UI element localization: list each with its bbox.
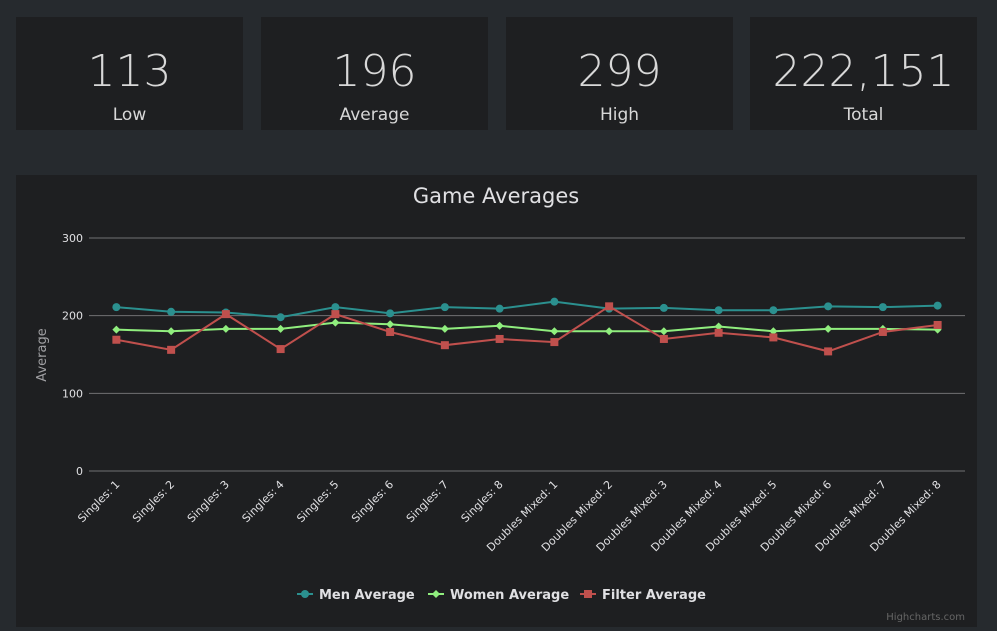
data-point-filter-average[interactable] xyxy=(167,345,176,354)
data-point-filter-average[interactable] xyxy=(878,327,887,336)
game-averages-chart: Game Averages Average 0 100 200 300 Singles… xyxy=(35,184,965,623)
data-point-men-average[interactable] xyxy=(440,303,449,312)
data-point-filter-average[interactable] xyxy=(331,310,340,319)
legend-symbol[interactable] xyxy=(584,590,592,598)
data-point-filter-average[interactable] xyxy=(605,302,614,311)
data-point-filter-average[interactable] xyxy=(933,320,942,329)
data-point-filter-average[interactable] xyxy=(112,335,121,344)
data-point-women-average[interactable] xyxy=(714,322,723,331)
data-point-men-average[interactable] xyxy=(112,303,121,312)
x-axis-ticks: Singles: 1 Singles: 2 Singles: 3 Singles: 4… xyxy=(75,478,943,554)
data-point-filter-average[interactable] xyxy=(659,334,668,343)
data-point-women-average[interactable] xyxy=(386,320,395,329)
data-point-men-average[interactable] xyxy=(769,306,778,315)
stat-value: 196 xyxy=(332,46,417,97)
data-point-filter-average[interactable] xyxy=(714,328,723,337)
stat-card-high: 299 High xyxy=(506,17,733,130)
data-point-filter-average[interactable] xyxy=(495,334,504,343)
stat-label: Average xyxy=(339,105,410,125)
series xyxy=(112,297,942,356)
legend-label: Men Average xyxy=(319,588,415,603)
chart-title: Game Averages xyxy=(413,184,579,208)
stat-card-low: 113 Low xyxy=(16,17,243,130)
data-point-filter-average[interactable] xyxy=(440,341,449,350)
data-point-men-average[interactable] xyxy=(550,297,559,306)
data-point-filter-average[interactable] xyxy=(386,327,395,336)
legend-label: Filter Average xyxy=(602,588,706,603)
x-tick-label: Singles: 7 xyxy=(404,478,451,525)
data-point-men-average[interactable] xyxy=(824,302,833,311)
x-tick-label: Singles: 4 xyxy=(240,478,287,525)
data-point-filter-average[interactable] xyxy=(550,338,559,347)
series-line-women-average[interactable] xyxy=(116,321,938,333)
data-point-women-average[interactable] xyxy=(550,327,559,336)
data-point-men-average[interactable] xyxy=(714,306,723,315)
y-tick-label: 300 xyxy=(62,232,83,245)
x-tick-label: Singles: 5 xyxy=(294,478,341,525)
data-point-filter-average[interactable] xyxy=(276,345,285,354)
data-point-filter-average[interactable] xyxy=(769,333,778,342)
y-tick-label: 200 xyxy=(62,310,83,323)
y-axis-ticks: 0 100 200 300 xyxy=(62,232,83,478)
stat-value: 222,151 xyxy=(772,46,955,97)
stat-card-average: 196 Average xyxy=(261,17,488,130)
x-tick-label: Singles: 6 xyxy=(349,478,396,525)
x-tick-label: Singles: 8 xyxy=(459,478,506,525)
data-point-filter-average[interactable] xyxy=(221,310,230,319)
legend-symbol[interactable] xyxy=(432,590,440,598)
data-point-women-average[interactable] xyxy=(495,321,504,330)
stats-row: 113 Low 196 Average 299 High 222,151 Tot… xyxy=(16,17,977,130)
chart-credit: Highcharts.com xyxy=(886,612,965,623)
data-point-women-average[interactable] xyxy=(112,325,121,334)
stat-label: High xyxy=(599,105,640,125)
series-line-filter-average[interactable] xyxy=(116,305,938,353)
data-point-women-average[interactable] xyxy=(167,327,176,336)
data-point-women-average[interactable] xyxy=(824,324,833,333)
series-men-average xyxy=(112,297,942,322)
stat-value: 113 xyxy=(87,46,172,97)
legend-label: Women Average xyxy=(450,588,569,603)
data-point-women-average[interactable] xyxy=(221,324,230,333)
legend: Men Average Women Average Filter Average xyxy=(297,588,706,603)
data-point-men-average[interactable] xyxy=(495,304,504,313)
series-filter-average xyxy=(112,302,942,356)
data-point-men-average[interactable] xyxy=(659,303,668,312)
gridlines xyxy=(89,237,965,472)
data-point-men-average[interactable] xyxy=(167,307,176,316)
stat-label: Low xyxy=(112,105,147,125)
data-point-men-average[interactable] xyxy=(933,301,942,310)
legend-symbol[interactable] xyxy=(301,590,309,598)
data-point-women-average[interactable] xyxy=(769,327,778,336)
chart-panel: Game Averages Average 0 100 200 300 Singles… xyxy=(16,175,977,627)
y-axis-title: Average xyxy=(35,328,50,381)
stat-label: Total xyxy=(843,105,884,125)
x-tick-label: Singles: 2 xyxy=(130,478,177,525)
stat-value: 299 xyxy=(577,46,662,97)
data-point-men-average[interactable] xyxy=(878,303,887,312)
data-point-filter-average[interactable] xyxy=(824,347,833,356)
y-tick-label: 0 xyxy=(76,465,83,478)
data-point-men-average[interactable] xyxy=(276,313,285,322)
y-tick-label: 100 xyxy=(62,387,83,400)
data-point-women-average[interactable] xyxy=(331,318,340,327)
data-point-women-average[interactable] xyxy=(659,327,668,336)
data-point-women-average[interactable] xyxy=(605,327,614,336)
series-line-men-average[interactable] xyxy=(116,300,938,319)
legend-item-women-average[interactable]: Women Average xyxy=(428,588,569,603)
data-point-women-average[interactable] xyxy=(440,324,449,333)
data-point-men-average[interactable] xyxy=(331,303,340,312)
legend-item-filter-average[interactable]: Filter Average xyxy=(580,588,706,603)
x-tick-label: Singles: 1 xyxy=(75,478,122,525)
stat-card-total: 222,151 Total xyxy=(750,17,977,130)
legend-item-men-average[interactable]: Men Average xyxy=(297,588,415,603)
data-point-women-average[interactable] xyxy=(276,324,285,333)
data-point-men-average[interactable] xyxy=(386,309,395,318)
x-tick-label: Singles: 3 xyxy=(185,478,232,525)
